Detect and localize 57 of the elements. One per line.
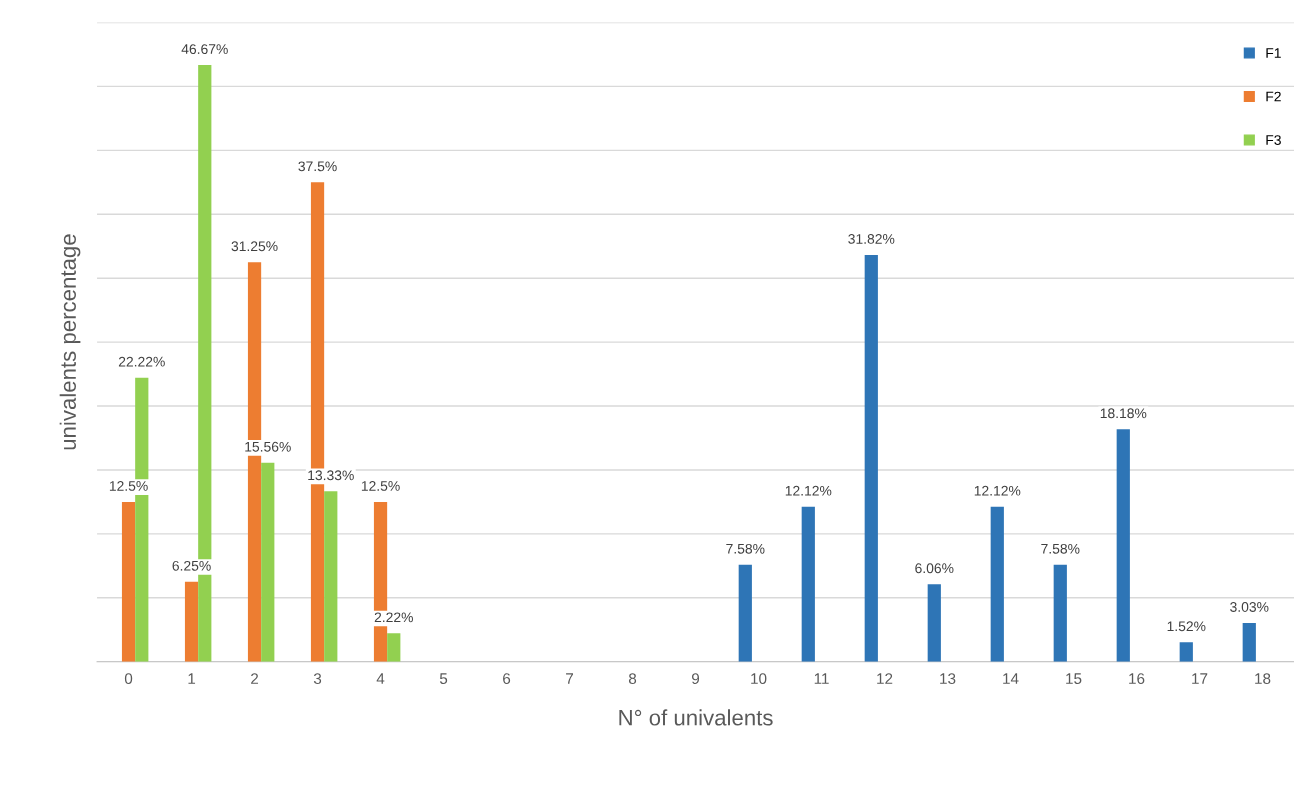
x-tick-label: 15 — [1066, 673, 1082, 685]
data-label: 37.5% — [298, 161, 337, 172]
bar — [1116, 429, 1130, 662]
data-label: 7.58% — [1041, 543, 1080, 554]
data-label: 6.06% — [915, 563, 954, 574]
data-label: 7.58% — [726, 543, 765, 554]
bar — [1053, 564, 1067, 662]
x-tick-label: 10 — [751, 673, 767, 685]
data-label: 12.12% — [785, 485, 832, 496]
data-label: 12.12% — [974, 485, 1021, 496]
bar — [927, 584, 941, 662]
bar — [1242, 622, 1256, 662]
data-label: 31.25% — [231, 241, 278, 252]
data-label: 13.33% — [308, 470, 354, 481]
data-label: 22.22% — [118, 356, 165, 367]
data-label: 31.82% — [848, 234, 895, 244]
bar — [1179, 642, 1193, 662]
x-tick-label: 5 — [439, 673, 448, 685]
x-tick-label: 12 — [877, 673, 893, 684]
bar — [387, 633, 401, 662]
data-label: 46.67% — [181, 44, 228, 54]
x-tick-label: 3 — [313, 673, 322, 685]
x-tick-label: 8 — [628, 673, 637, 685]
bar — [738, 564, 752, 662]
legend-label: F3 — [1266, 135, 1281, 145]
x-tick-label: 6 — [503, 673, 511, 685]
data-label: 1.52% — [1167, 621, 1206, 632]
bar — [261, 462, 275, 662]
x-tick-label: 13 — [940, 673, 956, 685]
bar — [184, 581, 199, 662]
x-tick-label: 7 — [566, 673, 574, 684]
y-axis-title: univalents percentage — [59, 234, 81, 450]
data-label: 15.56% — [245, 441, 291, 452]
bar — [121, 501, 136, 662]
legend-label: F2 — [1266, 91, 1281, 102]
x-axis-title: N° of univalents — [619, 709, 773, 726]
bar — [324, 491, 338, 662]
x-tick-label: 0 — [124, 673, 133, 685]
x-tick-label: 18 — [1255, 673, 1271, 685]
x-tick-label: 16 — [1129, 673, 1145, 685]
x-tick-label: 1 — [188, 673, 196, 684]
x-tick-label: 2 — [251, 673, 259, 684]
data-label: 3.03% — [1230, 602, 1269, 612]
bar — [990, 506, 1004, 662]
x-tick-label: 4 — [376, 673, 385, 684]
legend-label: F1 — [1266, 48, 1281, 58]
data-label: 6.25% — [172, 560, 211, 571]
data-label: 12.5% — [361, 480, 400, 491]
x-tick-label: 9 — [691, 673, 700, 685]
data-label: 2.22% — [374, 612, 413, 623]
bar — [864, 254, 878, 662]
x-tick-label: 14 — [1003, 673, 1019, 684]
x-tick-label: 17 — [1192, 673, 1208, 684]
bar — [801, 506, 815, 662]
data-label: 18.18% — [1100, 408, 1147, 419]
x-tick-label: 11 — [814, 673, 829, 684]
data-label: 12.5% — [109, 480, 148, 491]
